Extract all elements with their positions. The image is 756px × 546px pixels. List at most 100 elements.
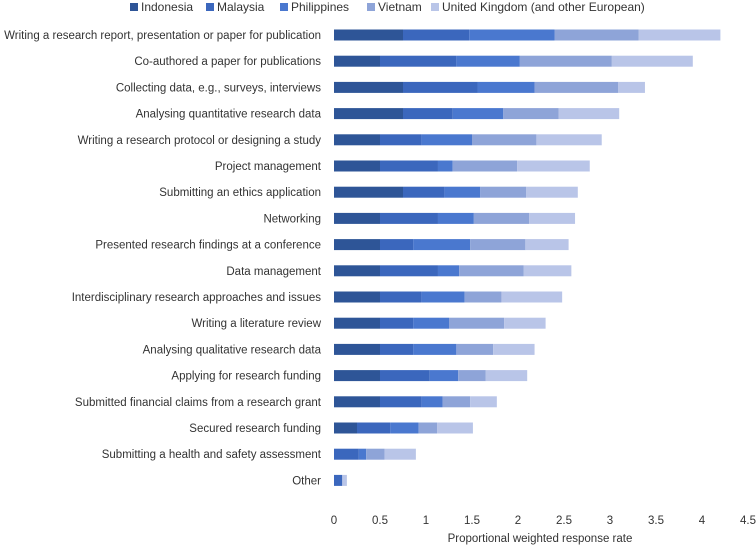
bar-segment-r1-s3 [519,55,612,67]
bar-segment-r7-s3 [473,212,530,224]
bar-segment-r6-s2 [444,186,481,198]
category-label-1: Co-authored a paper for publications [134,56,321,68]
x-tick-label-9: 4.5 [740,515,756,527]
bar-segment-r0-s0 [334,29,403,41]
bar-segment-r0-s2 [469,29,555,41]
bar-segment-r1-s1 [380,55,457,67]
x-tick-label-7: 3.5 [648,515,664,527]
bar-segment-r14-s1 [380,396,422,408]
x-tick-label-1: 0.5 [372,515,388,527]
bar-segment-r8-s1 [380,239,414,251]
bar-segment-r12-s0 [334,343,380,355]
bar-segment-r0-s4 [638,29,721,41]
bar-segment-r14-s4 [470,396,497,408]
bar-segment-r16-s1 [334,448,359,460]
bar-segment-r7-s2 [437,212,474,224]
bar-segment-r3-s2 [452,108,504,120]
category-label-10: Interdisciplinary research approaches an… [72,292,322,304]
bar-segment-r15-s1 [357,422,391,434]
category-label-3: Analysing quantitative research data [136,109,322,121]
bar-segment-r4-s3 [472,134,537,146]
category-label-2: Collecting data, e.g., surveys, intervie… [116,82,321,94]
bar-segment-r3-s0 [334,108,403,120]
bar-segment-r10-s1 [380,291,422,303]
x-tick-label-8: 4 [699,515,706,527]
category-label-0: Writing a research report, presentation … [4,30,321,42]
bar-segment-r9-s4 [523,265,572,277]
bar-segment-r9-s2 [437,265,460,277]
category-label-14: Submitted financial claims from a resear… [75,397,322,409]
category-label-17: Other [292,475,321,487]
category-label-16: Submitting a health and safety assessmen… [102,449,322,461]
bar-segment-r6-s4 [526,186,578,198]
bar-segment-r12-s4 [493,343,535,355]
bar-segment-r12-s2 [413,343,457,355]
x-tick-label-0: 0 [331,515,337,527]
bar-segment-r15-s4 [437,422,473,434]
legend-label-0: Indonesia [141,0,193,14]
bar-segment-r8-s2 [413,239,471,251]
bar-segment-r17-s1 [334,474,343,486]
bar-segment-r1-s2 [456,55,520,67]
bar-segment-r7-s1 [380,212,438,224]
bar-segment-r4-s0 [334,134,380,146]
bar-segment-r5-s2 [437,160,453,172]
bar-segment-r10-s3 [464,291,502,303]
bar-segment-r15-s2 [390,422,419,434]
bar-segment-r7-s4 [529,212,576,224]
bar-segment-r5-s4 [517,160,590,172]
bar-segment-r8-s4 [525,239,569,251]
x-tick-label-3: 1.5 [464,515,480,527]
bar-segment-r13-s0 [334,370,380,382]
bar-segment-r15-s3 [418,422,438,434]
bar-segment-r2-s0 [334,81,403,93]
bar-segment-r12-s1 [380,343,414,355]
x-tick-label-6: 3 [607,515,613,527]
bars [334,29,721,486]
category-label-6: Submitting an ethics application [159,187,321,199]
legend-swatch-0 [130,3,138,11]
bar-segment-r2-s3 [534,81,619,93]
category-label-4: Writing a research protocol or designing… [78,135,322,147]
bar-segment-r8-s3 [470,239,526,251]
legend-label-1: Malaysia [217,0,265,14]
bar-segment-r14-s2 [421,396,443,408]
category-label-5: Project management [215,161,322,173]
category-label-7: Networking [263,213,321,225]
bar-segment-r13-s2 [429,370,459,382]
bar-segment-r0-s3 [554,29,639,41]
legend-label-3: Vietnam [378,0,422,14]
category-label-13: Applying for research funding [171,371,321,383]
bar-segment-r9-s1 [380,265,438,277]
bar-segment-r3-s1 [403,108,453,120]
bar-segment-r2-s2 [477,81,535,93]
bar-segment-r6-s0 [334,186,403,198]
bar-segment-r14-s0 [334,396,380,408]
bar-segment-r14-s3 [442,396,471,408]
bar-segment-r6-s1 [403,186,445,198]
x-axis-label: Proportional weighted response rate [448,533,633,545]
legend-swatch-3 [367,3,375,11]
bar-segment-r5-s0 [334,160,380,172]
bar-segment-r16-s3 [366,448,385,460]
bar-segment-r2-s4 [618,81,645,93]
bar-segment-r10-s0 [334,291,380,303]
bar-segment-r3-s3 [503,108,559,120]
bar-segment-r11-s1 [380,317,414,329]
legend-swatch-4 [431,3,439,11]
bar-segment-r8-s0 [334,239,380,251]
legend-swatch-2 [280,3,288,11]
category-label-11: Writing a literature review [191,318,321,330]
bar-segment-r10-s2 [421,291,465,303]
bar-segment-r0-s1 [403,29,470,41]
bar-segment-r16-s4 [384,448,416,460]
bar-segment-r9-s0 [334,265,380,277]
legend-label-4: United Kingdom (and other European) [442,0,645,14]
bar-segment-r1-s4 [611,55,693,67]
category-label-9: Data management [226,266,321,278]
bar-segment-r4-s4 [536,134,602,146]
legend: Indonesia Malaysia Philippines Vietnam Unite… [130,0,645,14]
bar-segment-r16-s2 [358,448,367,460]
category-label-15: Secured research funding [189,423,321,435]
